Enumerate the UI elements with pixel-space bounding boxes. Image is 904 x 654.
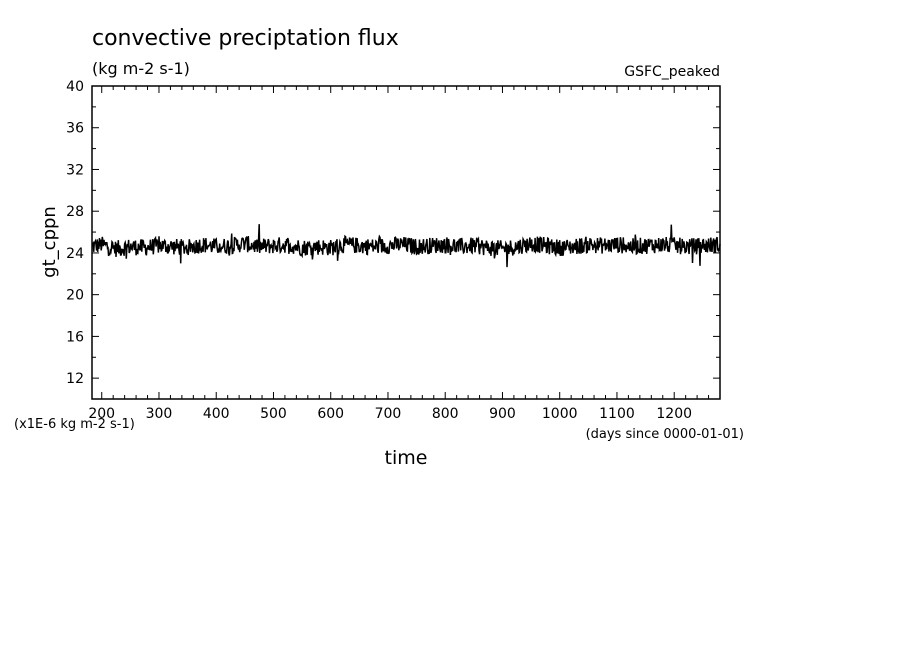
y-tick-label: 32 (66, 162, 84, 178)
x-tick-label: 200 (88, 406, 115, 422)
y-tick-label: 20 (66, 288, 84, 304)
plot-frame (91, 85, 721, 400)
y-tick-labels: 12 16 20 24 28 32 36 40 (66, 79, 84, 387)
x-tick-label: 900 (489, 406, 516, 422)
x-tick-label: 400 (203, 406, 230, 422)
x-tick-label: 1100 (599, 406, 635, 422)
y-tick-label: 40 (66, 79, 84, 95)
x-tick-labels: 200 300 400 500 600 700 800 900 1000 1100 1200 (88, 406, 692, 422)
x-tick-label: 800 (432, 406, 459, 422)
units-label: (kg m-2 s-1) (92, 59, 190, 78)
x-tick-label: 600 (317, 406, 344, 422)
series-line-gt-cppn (91, 224, 721, 268)
y-tick-label: 36 (66, 121, 84, 137)
x-tick-label: 300 (146, 406, 173, 422)
x-tick-label: 700 (375, 406, 402, 422)
y-tick-label: 12 (66, 371, 84, 387)
chart-title: convective preciptation flux (92, 26, 399, 51)
y-axis-label: gt_cppn (39, 206, 60, 278)
y-tick-label: 16 (66, 329, 84, 345)
y-scale-note: (x1E-6 kg m-2 s-1) (14, 417, 135, 432)
y-tick-label: 28 (66, 204, 84, 220)
x-axis-label: time (385, 447, 428, 469)
y-tick-label: 24 (66, 246, 84, 262)
x-tick-label: 1200 (656, 406, 692, 422)
x-units-note: (days since 0000-01-01) (586, 427, 744, 442)
experiment-label: GSFC_peaked (624, 64, 720, 80)
x-tick-label: 1000 (542, 406, 578, 422)
x-tick-label: 500 (260, 406, 287, 422)
